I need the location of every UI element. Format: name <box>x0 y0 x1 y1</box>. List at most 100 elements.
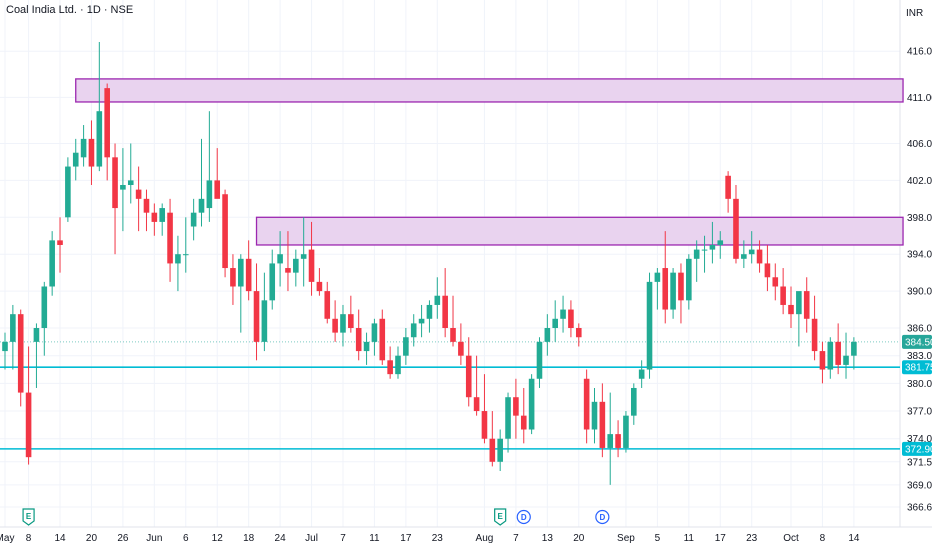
candle <box>552 300 558 342</box>
candle <box>827 337 834 379</box>
candle <box>686 254 692 310</box>
candle <box>2 332 8 370</box>
candle <box>238 254 244 333</box>
candle <box>599 383 606 458</box>
support-lines <box>0 341 900 450</box>
price-label-text: 384.50 <box>905 337 932 348</box>
candle-body <box>544 328 551 342</box>
candle <box>803 277 810 333</box>
candle <box>348 295 354 333</box>
earnings-marker[interactable]: E <box>22 508 35 526</box>
dividend-marker[interactable]: D <box>595 509 610 525</box>
candle <box>678 263 684 324</box>
resistance-zone <box>75 78 904 103</box>
candle-body <box>536 341 543 379</box>
price-tick-label: 402.00 <box>907 176 932 187</box>
candle <box>151 203 158 236</box>
candle-body <box>230 268 236 287</box>
time-tick-label: 26 <box>117 533 129 544</box>
candle-body <box>300 254 307 259</box>
candle-body <box>222 194 228 269</box>
candle <box>245 240 252 301</box>
candle <box>811 295 818 361</box>
symbol-title[interactable]: Coal India Ltd. · 1D · NSE <box>6 4 134 16</box>
time-tick-label: Sep <box>617 533 635 544</box>
candle-body <box>811 318 818 352</box>
candle-body <box>182 254 189 256</box>
time-tick-label: Oct <box>783 533 799 544</box>
candle <box>843 332 849 379</box>
candle <box>536 337 543 388</box>
candle-body <box>843 355 849 365</box>
time-tick-label: 14 <box>848 533 860 544</box>
candle <box>57 217 63 273</box>
candle-body <box>450 328 456 342</box>
candle <box>17 309 24 407</box>
last-price-label: 384.50 <box>902 334 932 349</box>
support-price-label: 381.75 <box>902 360 932 375</box>
candle <box>764 244 771 292</box>
candle-body <box>725 175 731 199</box>
candle <box>583 369 590 444</box>
candle-body <box>277 254 283 264</box>
candle <box>371 318 378 356</box>
candle-body <box>410 323 417 338</box>
candle <box>434 277 441 319</box>
earnings-marker[interactable]: E <box>494 508 507 526</box>
candle <box>222 189 228 278</box>
candle-body <box>355 328 362 352</box>
candle <box>505 392 511 453</box>
candle <box>709 221 716 264</box>
dividend-marker[interactable]: D <box>516 509 531 525</box>
candle <box>300 217 307 287</box>
candle-body <box>285 268 291 273</box>
price-tick-label: 394.00 <box>907 250 932 261</box>
candle <box>741 240 747 269</box>
candle-body <box>686 258 692 301</box>
candle-body <box>528 378 535 430</box>
candle <box>230 254 236 305</box>
dividend-icon <box>595 509 610 525</box>
time-tick-label: 5 <box>655 533 661 544</box>
candle <box>261 272 268 352</box>
candle <box>403 328 409 365</box>
support-price-label: 372.90 <box>902 441 932 456</box>
price-axis[interactable]: 416.00 411.00 406.00 402.00 398.00 394.00 390.… <box>907 47 932 514</box>
candle <box>127 143 134 204</box>
candle-body <box>756 249 763 264</box>
price-tick-label: 406.00 <box>907 139 932 150</box>
candle <box>10 304 16 370</box>
candle-body <box>379 318 386 361</box>
candlestick-series <box>2 42 857 485</box>
candle-body <box>709 244 716 250</box>
candle-body <box>803 291 810 319</box>
candle <box>638 360 645 388</box>
candle-body <box>678 272 684 301</box>
candle-body <box>57 240 63 245</box>
earnings-icon <box>22 508 35 526</box>
candle-body <box>772 277 779 287</box>
candle <box>167 198 173 282</box>
candle <box>363 332 370 365</box>
candle-body <box>646 281 653 370</box>
candle-body <box>560 309 566 319</box>
candle <box>513 378 519 439</box>
candle <box>654 268 661 310</box>
candle <box>332 300 338 342</box>
price-tick-label: 380.00 <box>907 379 932 390</box>
candle-body <box>819 351 826 370</box>
time-tick-label: 20 <box>573 533 585 544</box>
candle-body <box>206 180 213 209</box>
candle <box>481 374 488 444</box>
candle-body <box>827 341 834 370</box>
candle <box>49 231 55 296</box>
candle-body <box>112 157 118 209</box>
candle <box>175 235 181 292</box>
candle <box>135 166 142 232</box>
time-tick-label: 7 <box>513 533 519 544</box>
candle-body <box>175 254 181 264</box>
price-tick-label: 366.60 <box>907 503 932 514</box>
time-axis[interactable]: May 8 14 20 26 Jun 6 12 18 24 Jul 7 11 17 23 Aug 7 13 20 Se… <box>0 533 860 544</box>
